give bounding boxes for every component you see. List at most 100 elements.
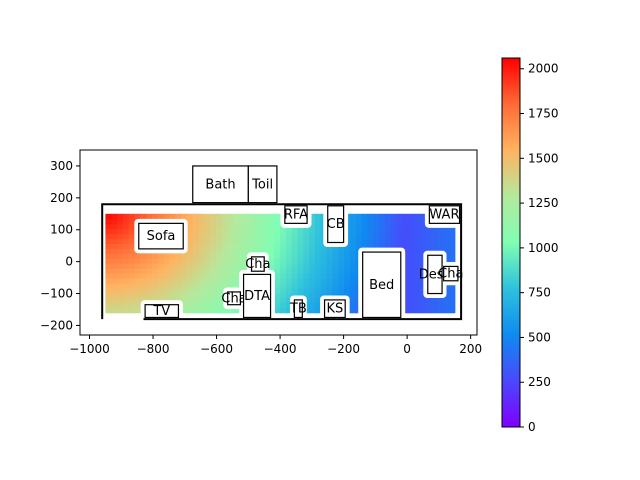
heat-cell [303,273,310,279]
heat-cell [128,258,136,264]
heat-cell [227,273,235,279]
heat-cell [117,248,124,254]
heat-cell [402,248,409,254]
heat-cell [414,243,421,249]
object-rfa: RFA [284,205,308,224]
heat-cell [303,268,310,274]
heat-cell [448,283,456,289]
heat-cell [210,228,217,235]
heat-cell [111,253,118,259]
y-tick-label: 300 [50,159,73,173]
heat-cell [227,218,235,225]
heat-cell [105,283,112,289]
heat-cell [437,302,444,309]
heat-cell [239,218,246,225]
heat-cell [326,283,334,289]
heat-cell [111,292,118,299]
heat-cell [122,248,130,254]
heat-cell [274,263,281,269]
heat-cell [402,273,409,279]
heat-cell [419,228,427,235]
heat-cell [117,233,124,240]
heat-cell [431,233,438,240]
heat-cell [349,263,357,269]
heat-cell [274,248,281,254]
heat-cell [239,263,246,269]
heat-cell [227,263,235,269]
heat-cell [285,233,293,240]
heat-cell [111,213,118,220]
heat-cell [332,283,339,289]
heat-cell [274,287,281,294]
heat-cell [192,253,200,259]
heat-cell [315,223,322,230]
heat-cell [122,263,130,269]
heat-cell [186,292,194,299]
heat-cell [274,283,281,289]
heat-cell [437,243,444,249]
heat-cell [315,228,322,235]
heat-cell [315,268,322,274]
heat-cell [250,218,258,225]
heat-cell [221,213,229,220]
heat-cell [233,213,240,220]
heat-cell [111,273,118,279]
heat-cell [332,258,339,264]
heat-cell [117,263,124,269]
heat-cell [186,233,194,240]
heat-cell [163,263,171,269]
heat-cell [349,278,357,284]
heat-cell [274,228,281,235]
heat-cell [355,243,363,249]
heat-cell [134,263,141,269]
heat-cell [390,218,398,225]
heat-cell [326,278,334,284]
heat-cell [227,233,235,240]
heat-cell [192,302,200,309]
heat-cell [204,238,211,245]
heat-cell [297,243,304,249]
heat-cell [227,248,235,254]
heat-cell [291,233,299,240]
heat-cell [192,213,200,220]
heat-cell [280,243,287,249]
heat-cell [146,263,153,269]
heat-cell [204,273,211,279]
heat-cell [134,268,141,274]
heat-cell [437,238,444,245]
heat-cell [245,223,252,230]
heat-cell [181,297,188,304]
heat-cell [169,273,176,279]
heat-cell [233,307,240,314]
heat-cell [181,273,188,279]
heat-cell [402,283,409,289]
heat-cell [186,283,194,289]
heat-cell [192,248,200,254]
heat-cell [367,218,374,225]
heat-cell [157,258,165,264]
heat-cell [117,243,124,249]
heat-cell [151,268,159,274]
colorbar-tick-label: 2000 [528,62,559,76]
heat-cell [315,292,322,299]
heat-cell [326,268,334,274]
heat-cell [361,238,369,245]
heat-cell [285,278,293,284]
heat-cell [414,268,421,274]
heat-cell [309,278,316,284]
heat-cell [408,248,415,254]
heat-cell [181,278,188,284]
heat-cell [303,248,310,254]
heat-cell [373,238,380,245]
heat-cell [140,213,147,220]
heat-cell [280,302,287,309]
heat-cell [204,218,211,225]
heat-cell [443,302,450,309]
heat-cell [111,233,118,240]
heat-cell [169,258,176,264]
heat-cell [128,263,136,269]
heat-cell [117,213,124,220]
heat-cell [425,307,433,314]
heat-cell [216,258,223,264]
